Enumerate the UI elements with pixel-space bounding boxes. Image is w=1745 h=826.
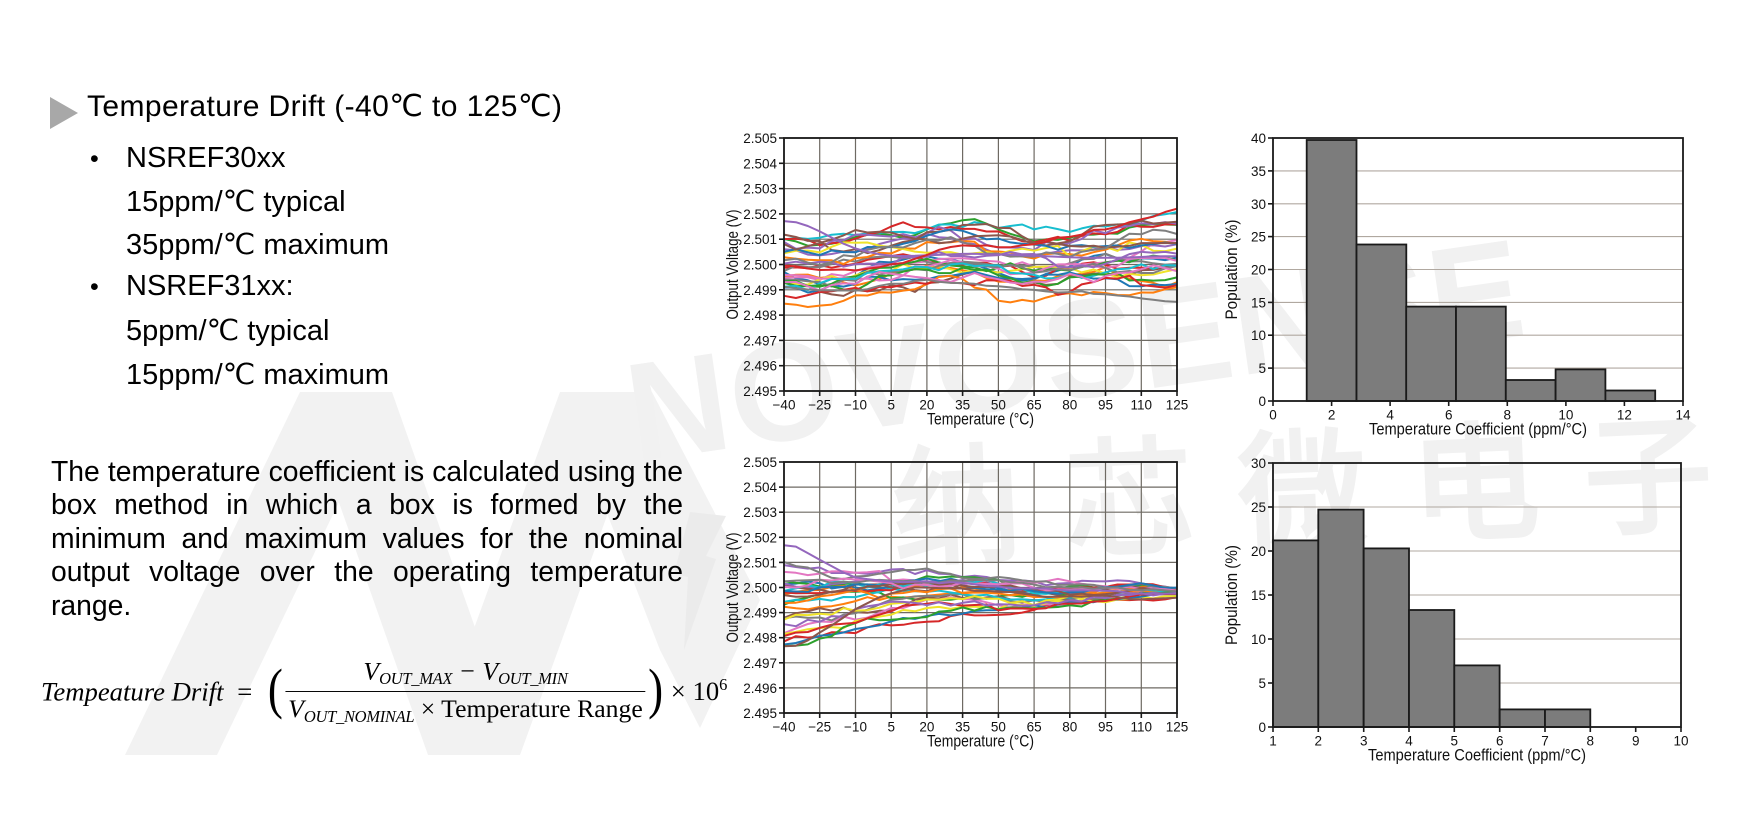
svg-text:65: 65 <box>1027 720 1042 735</box>
svg-text:95: 95 <box>1098 720 1113 735</box>
svg-text:2: 2 <box>1315 734 1323 749</box>
svg-text:2.504: 2.504 <box>743 156 777 171</box>
svg-text:2.499: 2.499 <box>743 283 777 298</box>
svg-text:25: 25 <box>1251 500 1266 515</box>
svg-text:2.505: 2.505 <box>743 455 777 470</box>
svg-text:50: 50 <box>991 720 1006 735</box>
svg-text:2.503: 2.503 <box>743 182 777 197</box>
svg-text:−40: −40 <box>773 398 796 413</box>
svg-text:2.499: 2.499 <box>743 606 777 621</box>
svg-text:50: 50 <box>991 398 1006 413</box>
svg-text:2.498: 2.498 <box>743 631 777 646</box>
svg-text:2.495: 2.495 <box>743 706 777 721</box>
svg-text:110: 110 <box>1131 720 1153 735</box>
svg-text:0: 0 <box>1258 720 1266 735</box>
svg-text:0: 0 <box>1269 408 1277 423</box>
svg-text:1: 1 <box>1269 734 1277 749</box>
svg-text:2.502: 2.502 <box>743 530 777 545</box>
svg-text:2.502: 2.502 <box>743 207 777 222</box>
svg-text:Output Voltage (V): Output Voltage (V) <box>724 533 742 643</box>
svg-text:−25: −25 <box>808 398 831 413</box>
svg-text:125: 125 <box>1166 720 1189 735</box>
svg-text:6: 6 <box>1496 734 1504 749</box>
svg-text:2.504: 2.504 <box>743 480 777 495</box>
svg-text:4: 4 <box>1405 734 1413 749</box>
svg-text:20: 20 <box>919 720 934 735</box>
svg-text:35: 35 <box>955 398 970 413</box>
svg-text:2.500: 2.500 <box>743 258 777 273</box>
svg-text:Output Voltage (V): Output Voltage (V) <box>724 210 742 320</box>
svg-text:Population (%): Population (%) <box>1223 545 1241 645</box>
svg-text:14: 14 <box>1675 408 1691 423</box>
svg-text:15: 15 <box>1251 295 1266 310</box>
svg-text:2.497: 2.497 <box>743 333 777 348</box>
svg-text:8: 8 <box>1504 408 1512 423</box>
svg-text:35: 35 <box>1251 164 1266 179</box>
svg-text:2: 2 <box>1328 408 1336 423</box>
svg-text:2.496: 2.496 <box>743 681 777 696</box>
svg-text:2.503: 2.503 <box>743 505 777 520</box>
svg-text:35: 35 <box>955 720 970 735</box>
svg-text:2.505: 2.505 <box>743 131 777 146</box>
svg-text:125: 125 <box>1166 398 1189 413</box>
svg-text:10: 10 <box>1251 328 1266 343</box>
svg-text:2.498: 2.498 <box>743 308 777 323</box>
svg-text:2.496: 2.496 <box>743 359 777 374</box>
svg-text:6: 6 <box>1445 408 1453 423</box>
svg-text:80: 80 <box>1062 720 1077 735</box>
svg-text:−10: −10 <box>844 720 867 735</box>
svg-text:80: 80 <box>1062 398 1077 413</box>
svg-text:−40: −40 <box>773 720 796 735</box>
svg-text:20: 20 <box>1251 544 1266 559</box>
svg-text:5: 5 <box>1258 676 1266 691</box>
svg-text:Temperature (°C): Temperature (°C) <box>927 733 1034 751</box>
svg-text:10: 10 <box>1558 408 1573 423</box>
svg-text:25: 25 <box>1251 230 1266 245</box>
svg-text:Population (%): Population (%) <box>1223 220 1241 320</box>
svg-text:10: 10 <box>1673 734 1688 749</box>
svg-text:3: 3 <box>1360 734 1368 749</box>
svg-text:30: 30 <box>1251 197 1266 212</box>
svg-text:20: 20 <box>919 398 934 413</box>
svg-text:−10: −10 <box>844 398 867 413</box>
svg-text:2.501: 2.501 <box>743 555 777 570</box>
svg-text:Temperature (°C): Temperature (°C) <box>927 411 1034 429</box>
svg-text:0: 0 <box>1258 394 1266 409</box>
svg-text:2.500: 2.500 <box>743 581 777 596</box>
svg-text:10: 10 <box>1251 632 1266 647</box>
svg-text:5: 5 <box>887 720 895 735</box>
svg-text:15: 15 <box>1251 588 1266 603</box>
svg-text:4: 4 <box>1386 408 1394 423</box>
svg-text:7: 7 <box>1541 734 1549 749</box>
svg-text:9: 9 <box>1632 734 1640 749</box>
svg-text:20: 20 <box>1251 263 1266 278</box>
svg-text:30: 30 <box>1251 456 1266 471</box>
svg-text:2.495: 2.495 <box>743 384 777 399</box>
svg-text:95: 95 <box>1098 398 1113 413</box>
svg-text:5: 5 <box>887 398 895 413</box>
svg-text:8: 8 <box>1587 734 1595 749</box>
svg-text:2.501: 2.501 <box>743 232 777 247</box>
svg-text:Temperature Coefficient (ppm/°: Temperature Coefficient (ppm/°C) <box>1369 421 1587 439</box>
svg-text:5: 5 <box>1258 361 1266 376</box>
svg-text:110: 110 <box>1131 398 1153 413</box>
svg-text:40: 40 <box>1251 131 1266 146</box>
svg-text:2.497: 2.497 <box>743 656 777 671</box>
svg-text:12: 12 <box>1617 408 1632 423</box>
svg-text:5: 5 <box>1451 734 1459 749</box>
svg-text:65: 65 <box>1027 398 1042 413</box>
svg-text:Temperature Coefficient (ppm/°: Temperature Coefficient (ppm/°C) <box>1368 747 1586 765</box>
svg-text:−25: −25 <box>808 720 831 735</box>
